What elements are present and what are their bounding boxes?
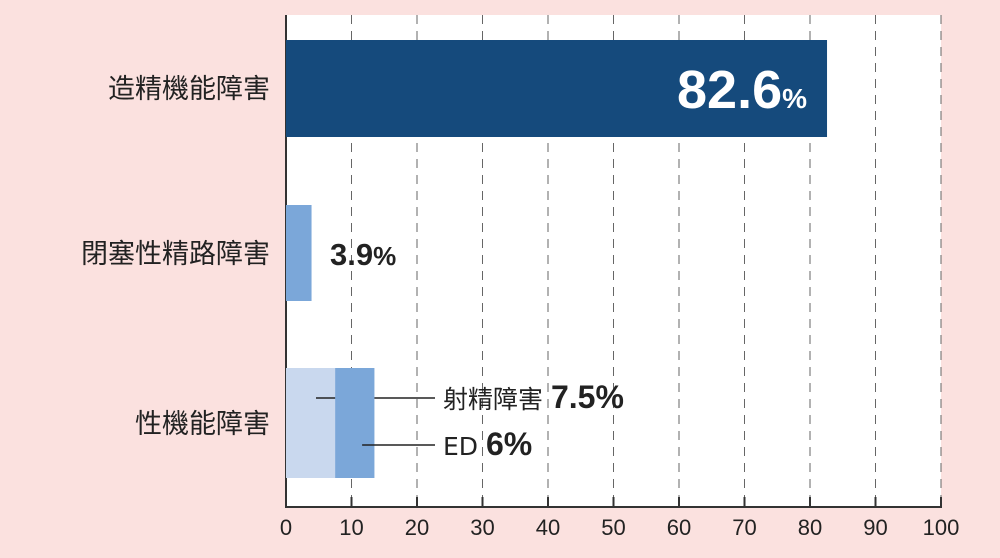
category-label: 閉塞性精路障害 [81,239,270,270]
x-tick-label: 40 [536,515,560,540]
bar-0 [286,40,828,137]
x-tick-label: 90 [863,515,887,540]
data-label: 82.6% [677,60,807,120]
category-label: 性機能障害 [135,409,270,440]
x-tick-label: 50 [601,515,625,540]
x-tick-label: 20 [405,515,429,540]
x-tick-label: 70 [732,515,756,540]
x-tick-label: 60 [667,515,691,540]
bar-1 [286,205,312,301]
stacked-segment [286,368,336,478]
segment-label: 射精障害 7.5% [443,379,624,415]
segment-label: ED 6% [443,426,532,462]
category-label: 造精機能障害 [108,74,270,105]
x-tick-label: 80 [798,515,822,540]
x-tick-label: 30 [470,515,494,540]
stacked-segment [335,368,375,478]
data-label: 3.9% [330,237,396,272]
x-tick-label: 10 [339,515,363,540]
x-tick-label: 100 [923,515,960,540]
x-tick-label: 0 [280,515,292,540]
